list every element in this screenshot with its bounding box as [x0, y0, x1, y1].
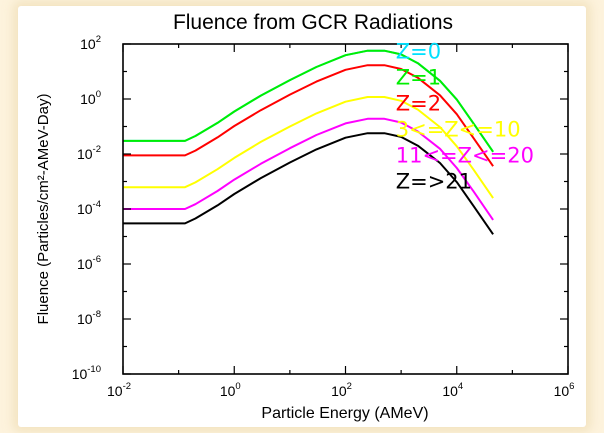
y-tick-label: 10-2	[77, 144, 101, 162]
series-label-1: Z=1	[396, 65, 441, 89]
x-tick-label-exponent: 2	[347, 381, 352, 392]
chart-frame: Fluence from GCR Radiations 10-2 100 102 10…	[18, 6, 586, 427]
x-tick-label-base: 10	[107, 383, 123, 399]
x-tick-label-exponent: 0	[235, 381, 240, 392]
x-tick-label: 104	[442, 381, 463, 399]
y-tick-label-base: 10	[72, 366, 88, 382]
series-label-2: Z=2	[396, 91, 441, 115]
series-line-3	[123, 96, 494, 199]
y-tick-label-exponent: -8	[93, 309, 101, 320]
y-axis-title: Fluence (Particles/cm²-AMeV-Day)	[35, 94, 52, 325]
series-layer	[123, 49, 494, 235]
y-tick-label: 10-8	[77, 309, 101, 327]
y-tick-label-base: 10	[80, 36, 96, 52]
series-label-4: 11<=Z<=20	[396, 143, 534, 167]
x-tick-label-exponent: 6	[569, 381, 574, 392]
x-tick-label-base: 10	[220, 383, 236, 399]
x-tick-label: 100	[220, 381, 241, 399]
y-tick-label-exponent: 2	[96, 34, 101, 45]
x-tick-label-exponent: -2	[123, 381, 131, 392]
x-tick-label-base: 10	[554, 383, 570, 399]
x-tick-label: 102	[331, 381, 352, 399]
y-tick-label: 100	[80, 89, 101, 107]
y-tick-label-base: 10	[77, 311, 93, 327]
y-tick-label-exponent: 0	[96, 89, 101, 100]
x-axis-title: Particle Energy (AMeV)	[261, 405, 428, 422]
y-tick-label: 10-10	[72, 364, 101, 382]
series-label-5: Z=>21	[396, 169, 472, 193]
y-tick-label-exponent: -10	[87, 364, 101, 375]
series-label-0: Z=0	[396, 39, 441, 63]
x-tick-label-exponent: 4	[458, 381, 463, 392]
chart-title: Fluence from GCR Radiations	[173, 11, 453, 34]
y-tick-label-exponent: -6	[93, 254, 101, 265]
y-tick-label-base: 10	[80, 91, 96, 107]
series-line-2	[123, 64, 494, 167]
y-tick-label-exponent: -2	[93, 144, 101, 155]
x-tick-label-base: 10	[331, 383, 347, 399]
y-tick-label: 10-6	[77, 254, 101, 272]
y-tick-label: 10-4	[77, 199, 101, 217]
x-axis: 10-2 100 102 104 106	[107, 44, 574, 399]
series-line-1	[123, 49, 494, 153]
series-line-4	[123, 117, 494, 221]
y-tick-label-exponent: -4	[93, 199, 101, 210]
y-tick-label-base: 10	[77, 146, 93, 162]
y-tick-label-base: 10	[77, 201, 93, 217]
x-tick-label: 106	[554, 381, 575, 399]
series-label-3: 3<=Z<=10	[396, 117, 521, 141]
x-tick-label: 10-2	[107, 381, 131, 399]
chart-svg: Fluence from GCR Radiations 10-2 100 102 10…	[35, 11, 574, 422]
x-tick-label-base: 10	[442, 383, 458, 399]
y-tick-label-base: 10	[77, 256, 93, 272]
series-line-5	[123, 132, 494, 235]
plot-frame	[122, 43, 569, 375]
y-tick-label: 102	[80, 34, 101, 52]
